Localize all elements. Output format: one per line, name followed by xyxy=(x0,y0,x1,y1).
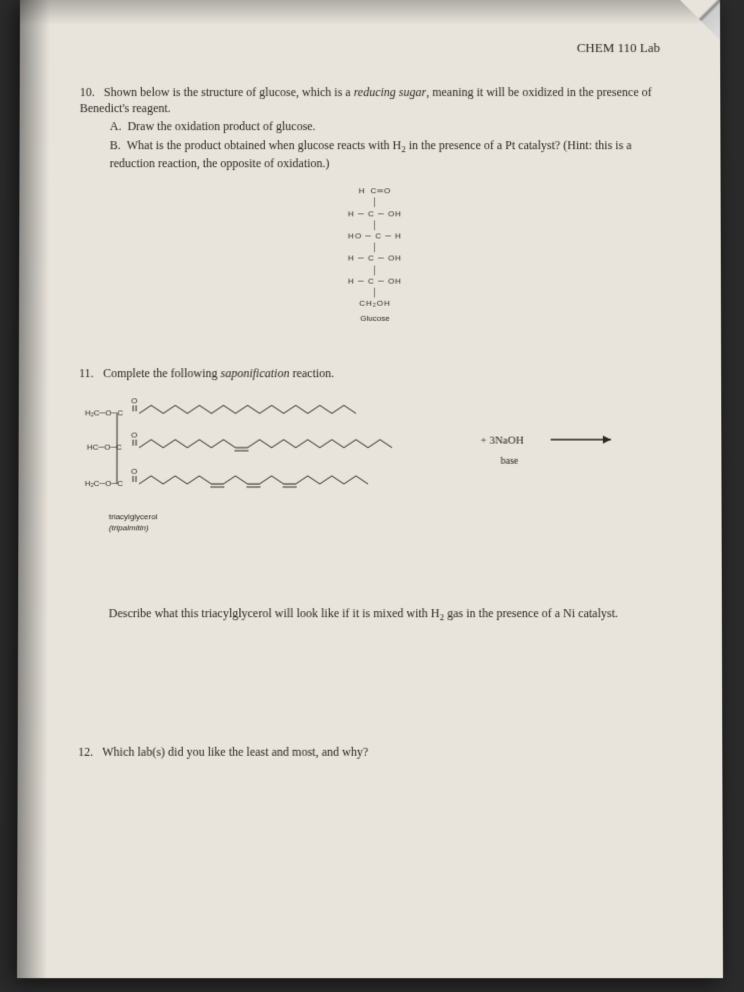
q11-followup2: gas in the presence of a Ni catalyst. xyxy=(444,606,618,620)
q11-text2: reaction. xyxy=(289,366,334,380)
q11-saponification: saponification xyxy=(220,366,289,380)
q11-prompt: 11.Complete the following saponification… xyxy=(79,365,671,381)
q10-intro1: Shown below is the structure of glucose,… xyxy=(104,85,354,99)
question-11: 11.Complete the following saponification… xyxy=(78,365,671,624)
q12-number: 12. xyxy=(78,745,102,760)
triacyl-svg: H₂C─O─C O HC─O─C O H₂C─O─C O xyxy=(79,391,641,502)
shadow-overlay-left xyxy=(17,0,50,978)
glucose-r5: H ─ C ─ OH xyxy=(305,275,445,286)
q10-number: 10. xyxy=(80,84,104,100)
worksheet-page: CHEM 110 Lab 10.Shown below is the struc… xyxy=(17,0,723,978)
q10-a-text: Draw the oxidation product of glucose. xyxy=(127,119,315,133)
glucose-r6: CH₂OH xyxy=(305,298,445,309)
svg-text:O: O xyxy=(131,467,137,476)
q11-followup: Describe what this triacylglycerol will … xyxy=(78,605,671,624)
page-header: CHEM 110 Lab xyxy=(80,40,670,56)
svg-text:O: O xyxy=(131,396,137,405)
q10-prompt: 10.Shown below is the structure of gluco… xyxy=(80,84,671,116)
glucose-bar2: │ xyxy=(305,219,445,230)
q10-b-text1: What is the product obtained when glucos… xyxy=(127,138,402,152)
triacyl-name: triacylglycerol (tripalmitin) xyxy=(109,512,672,534)
svg-text:HC─O─C: HC─O─C xyxy=(87,442,122,451)
triacyl-name2: (tripalmitin) xyxy=(109,523,149,532)
q10-a-label: A. xyxy=(110,119,122,133)
svg-text:H₂C─O─C: H₂C─O─C xyxy=(85,479,123,488)
base-text: base xyxy=(501,455,519,466)
glucose-bar4: │ xyxy=(305,264,445,275)
q11-followup1: Describe what this triacylglycerol will … xyxy=(109,606,440,620)
glucose-bar3: │ xyxy=(305,242,445,253)
shadow-overlay-top xyxy=(20,0,720,25)
triacylglycerol-diagram: H₂C─O─C O HC─O─C O H₂C─O─C O xyxy=(79,391,672,506)
glucose-r2: H ─ C ─ OH xyxy=(305,208,445,219)
q10-b-label: B. xyxy=(110,138,121,152)
course-code: CHEM 110 Lab xyxy=(577,40,660,55)
glucose-structure: H C═O │ H ─ C ─ OH │ HO ─ C ─ H │ H ─ C … xyxy=(305,186,445,325)
q10-part-b: B. What is the product obtained when glu… xyxy=(80,137,671,172)
q12-text: Which lab(s) did you like the least and … xyxy=(102,745,368,759)
glucose-r1: H C═O xyxy=(305,186,445,197)
q10-reducing-sugar: reducing sugar xyxy=(354,85,427,99)
glucose-r3: HO ─ C ─ H xyxy=(305,230,445,241)
svg-text:H₂C─O─C: H₂C─O─C xyxy=(85,408,123,417)
svg-text:O: O xyxy=(131,430,137,439)
page-corner-curl xyxy=(680,0,720,40)
triacyl-name1: triacylglycerol xyxy=(109,512,158,521)
q11-text1: Complete the following xyxy=(103,366,220,380)
glucose-bar5: │ xyxy=(305,287,445,298)
question-10: 10.Shown below is the structure of gluco… xyxy=(79,84,671,324)
reagent-text: + 3NaOH xyxy=(480,434,523,446)
q11-number: 11. xyxy=(79,365,103,381)
glucose-r4: H ─ C ─ OH xyxy=(305,253,445,264)
q10-part-a: A. Draw the oxidation product of glucose… xyxy=(80,118,671,134)
glucose-bar1: │ xyxy=(305,197,445,208)
glucose-label: Glucose xyxy=(305,313,445,324)
question-12: 12.Which lab(s) did you like the least a… xyxy=(78,745,672,760)
